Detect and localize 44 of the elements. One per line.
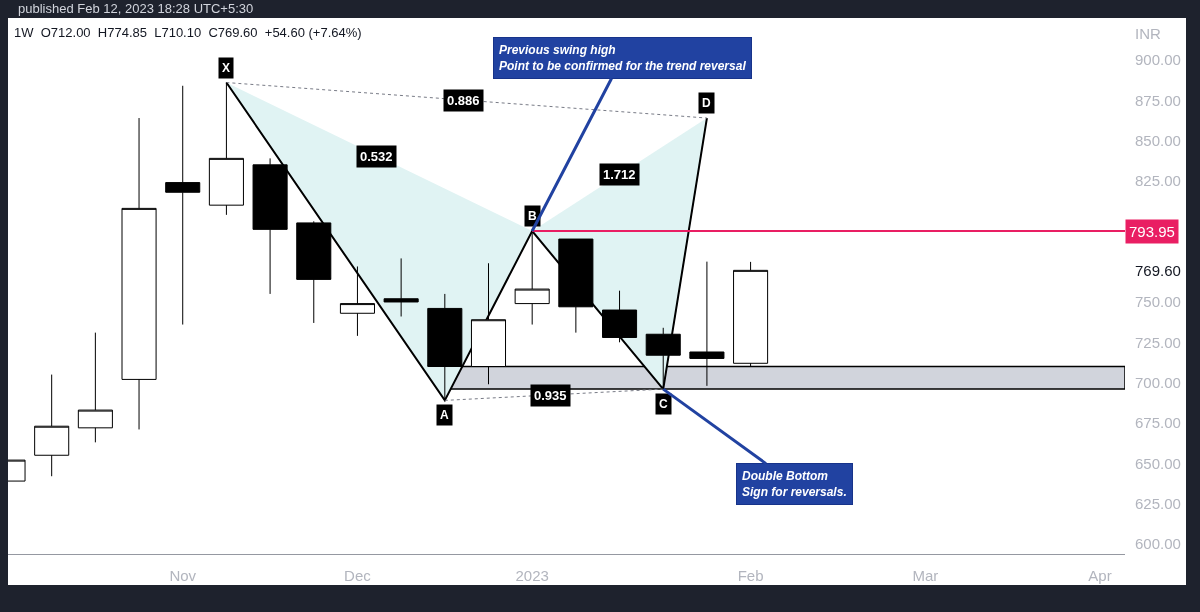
annotation: Double Bottom Sign for reversals. — [742, 469, 847, 499]
candlestick — [165, 85, 201, 326]
annotation: 0.935 — [534, 388, 567, 403]
text: published Feb 12, 2023 18:28 UTC+5:30 — [18, 1, 254, 16]
candlestick — [558, 238, 594, 334]
x-tick-label: Dec — [344, 567, 372, 584]
candlestick — [296, 220, 332, 324]
annotation: C — [659, 397, 668, 411]
x-tick-label: 2023 — [515, 567, 549, 584]
y-tick-label: 900.00 — [1135, 51, 1181, 69]
y-tick-label: 700.00 — [1135, 373, 1181, 391]
annotation: 0.886 — [447, 93, 480, 108]
annotation: B — [528, 209, 537, 223]
x-tick-label: Nov — [169, 567, 197, 584]
x-tick-label: Apr — [1088, 567, 1112, 584]
annotation: X — [222, 61, 231, 75]
annotation: 0.532 — [360, 149, 393, 164]
text: 1W O712.00 H774.85 L710.10 C769.60 +54.60 (+7.64%) — [14, 24, 362, 40]
candlestick — [602, 290, 638, 343]
y-tick-label: 625.00 — [1135, 494, 1181, 512]
candlestick — [77, 332, 113, 443]
candlestick — [339, 265, 375, 337]
annotation: D — [702, 96, 711, 110]
y-tick-label: 769.60 — [1135, 261, 1181, 279]
x-tick-label: Mar — [912, 567, 939, 584]
candlestick — [34, 374, 70, 477]
x-tick-label: Feb — [737, 567, 764, 584]
y-tick-label: 875.00 — [1135, 91, 1181, 109]
y-tick-label: 750.00 — [1135, 293, 1181, 311]
annotation: 1.712 — [603, 167, 636, 182]
candlestick — [514, 230, 550, 326]
y-axis-title: INR — [1135, 25, 1161, 42]
y-tick-label: 675.00 — [1135, 414, 1181, 432]
y-tick-label: 600.00 — [1135, 535, 1181, 553]
annotation: A — [440, 408, 449, 422]
y-tick-label: 825.00 — [1135, 172, 1181, 190]
y-tick-label: 850.00 — [1135, 131, 1181, 149]
annotation: Previous swing high Point to be confirmed for the trend reversal — [499, 43, 747, 73]
candlestick — [252, 157, 288, 295]
candlestick — [383, 257, 419, 317]
y-tick-label: 650.00 — [1135, 454, 1181, 472]
ref-line-label: 793.95 — [1129, 223, 1175, 240]
y-tick-label: 725.00 — [1135, 333, 1181, 351]
candlestick — [121, 117, 157, 430]
